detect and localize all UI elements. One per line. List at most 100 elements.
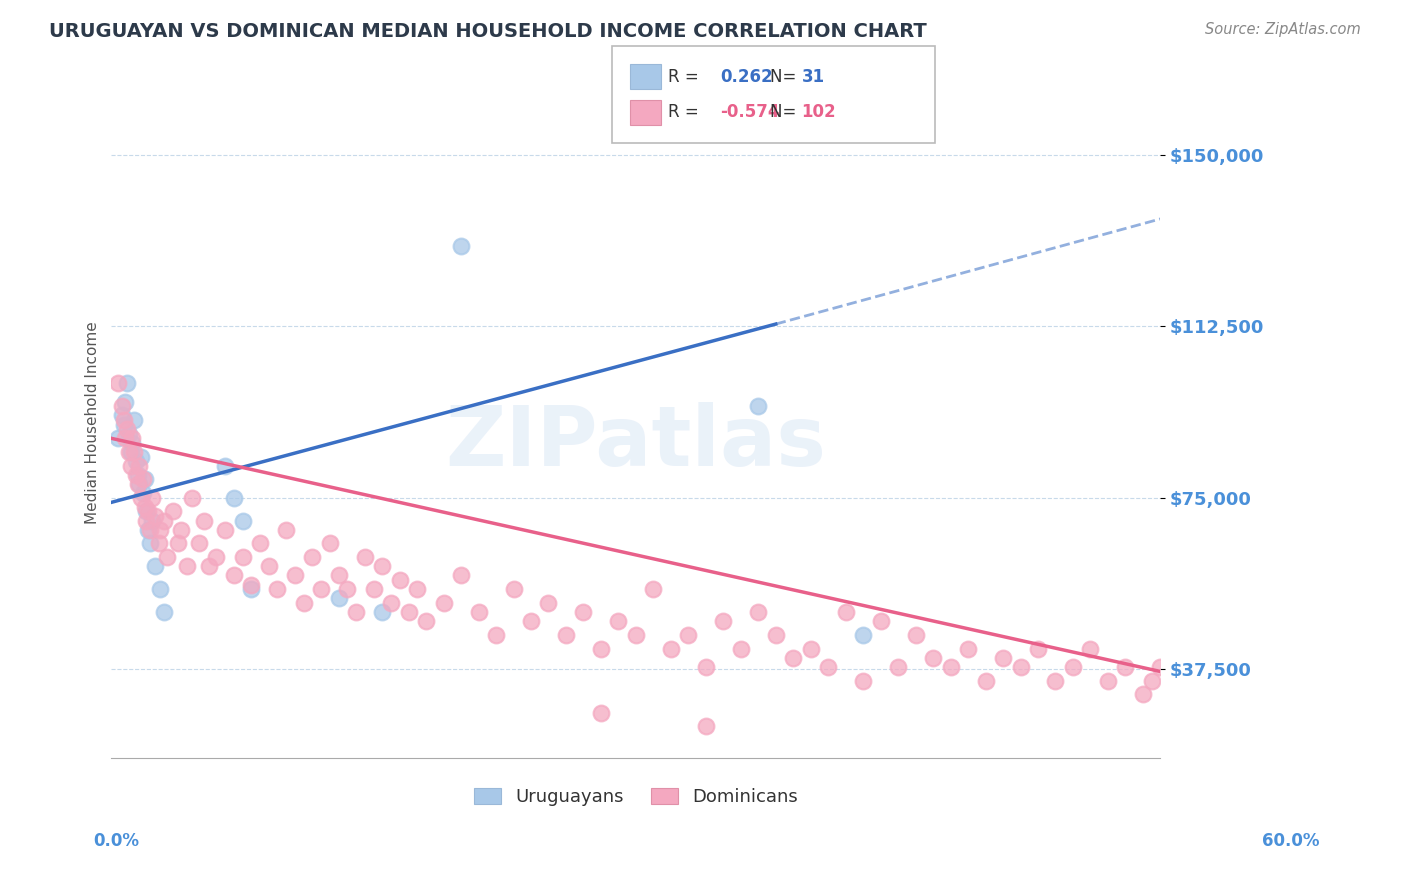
Point — [328, 568, 350, 582]
Point — [555, 628, 578, 642]
Point — [974, 673, 997, 688]
Point — [240, 582, 263, 597]
Point — [153, 605, 176, 619]
Point — [107, 376, 129, 391]
Point — [170, 523, 193, 537]
Point — [222, 491, 245, 505]
Point — [118, 426, 141, 441]
Point — [1010, 660, 1032, 674]
Point — [520, 614, 543, 628]
Point — [120, 458, 142, 473]
Point — [817, 660, 839, 674]
Point — [852, 673, 875, 688]
Point — [156, 550, 179, 565]
Point — [1132, 687, 1154, 701]
Point — [1062, 660, 1084, 674]
Point — [747, 605, 769, 619]
Point — [148, 536, 170, 550]
Point — [1114, 660, 1136, 674]
Point — [166, 536, 188, 550]
Point — [149, 582, 172, 597]
Point — [1080, 641, 1102, 656]
Point — [127, 467, 149, 482]
Point — [800, 641, 823, 656]
Text: 31: 31 — [801, 68, 824, 86]
Point — [643, 582, 665, 597]
Point — [112, 413, 135, 427]
Point — [624, 628, 647, 642]
Point — [432, 596, 454, 610]
Point — [135, 504, 157, 518]
Point — [765, 628, 787, 642]
Point — [1140, 673, 1163, 688]
Point — [125, 454, 148, 468]
Point — [695, 660, 717, 674]
Point — [371, 559, 394, 574]
Point — [782, 650, 804, 665]
Point — [371, 605, 394, 619]
Point — [112, 417, 135, 432]
Point — [111, 400, 134, 414]
Point — [176, 559, 198, 574]
Point — [922, 650, 945, 665]
Point — [114, 431, 136, 445]
Text: URUGUAYAN VS DOMINICAN MEDIAN HOUSEHOLD INCOME CORRELATION CHART: URUGUAYAN VS DOMINICAN MEDIAN HOUSEHOLD … — [49, 22, 927, 41]
Point — [354, 550, 377, 565]
Point — [1149, 660, 1171, 674]
Point — [231, 550, 253, 565]
Point — [406, 582, 429, 597]
Point — [122, 445, 145, 459]
Point — [240, 577, 263, 591]
Point — [122, 413, 145, 427]
Point — [834, 605, 856, 619]
Point — [747, 400, 769, 414]
Point — [711, 614, 734, 628]
Point — [309, 582, 332, 597]
Point — [450, 568, 472, 582]
Point — [136, 523, 159, 537]
Text: 102: 102 — [801, 103, 837, 121]
Point — [678, 628, 700, 642]
Point — [887, 660, 910, 674]
Point — [284, 568, 307, 582]
Point — [301, 550, 323, 565]
Text: ZIPatlas: ZIPatlas — [446, 402, 827, 483]
Point — [266, 582, 288, 597]
Text: Source: ZipAtlas.com: Source: ZipAtlas.com — [1205, 22, 1361, 37]
Point — [398, 605, 420, 619]
Point — [344, 605, 367, 619]
Point — [319, 536, 342, 550]
Point — [139, 523, 162, 537]
Point — [276, 523, 298, 537]
Point — [730, 641, 752, 656]
Point — [205, 550, 228, 565]
Text: -0.574: -0.574 — [720, 103, 779, 121]
Point — [107, 431, 129, 445]
Point — [991, 650, 1014, 665]
Point — [132, 473, 155, 487]
Point — [589, 641, 612, 656]
Point — [114, 394, 136, 409]
Point — [180, 491, 202, 505]
Point — [136, 504, 159, 518]
Point — [1045, 673, 1067, 688]
Point — [572, 605, 595, 619]
Text: N=: N= — [770, 68, 801, 86]
Point — [388, 573, 411, 587]
Point — [852, 628, 875, 642]
Point — [153, 514, 176, 528]
Point — [128, 458, 150, 473]
Point — [450, 239, 472, 253]
Point — [120, 445, 142, 459]
Point — [485, 628, 508, 642]
Point — [214, 523, 236, 537]
Point — [162, 504, 184, 518]
Point — [659, 641, 682, 656]
Point — [380, 596, 402, 610]
Text: 0.262: 0.262 — [720, 68, 772, 86]
Point — [121, 431, 143, 445]
Text: R =: R = — [668, 68, 704, 86]
Point — [193, 514, 215, 528]
Y-axis label: Median Household Income: Median Household Income — [86, 321, 100, 524]
Legend: Uruguayans, Dominicans: Uruguayans, Dominicans — [467, 780, 806, 814]
